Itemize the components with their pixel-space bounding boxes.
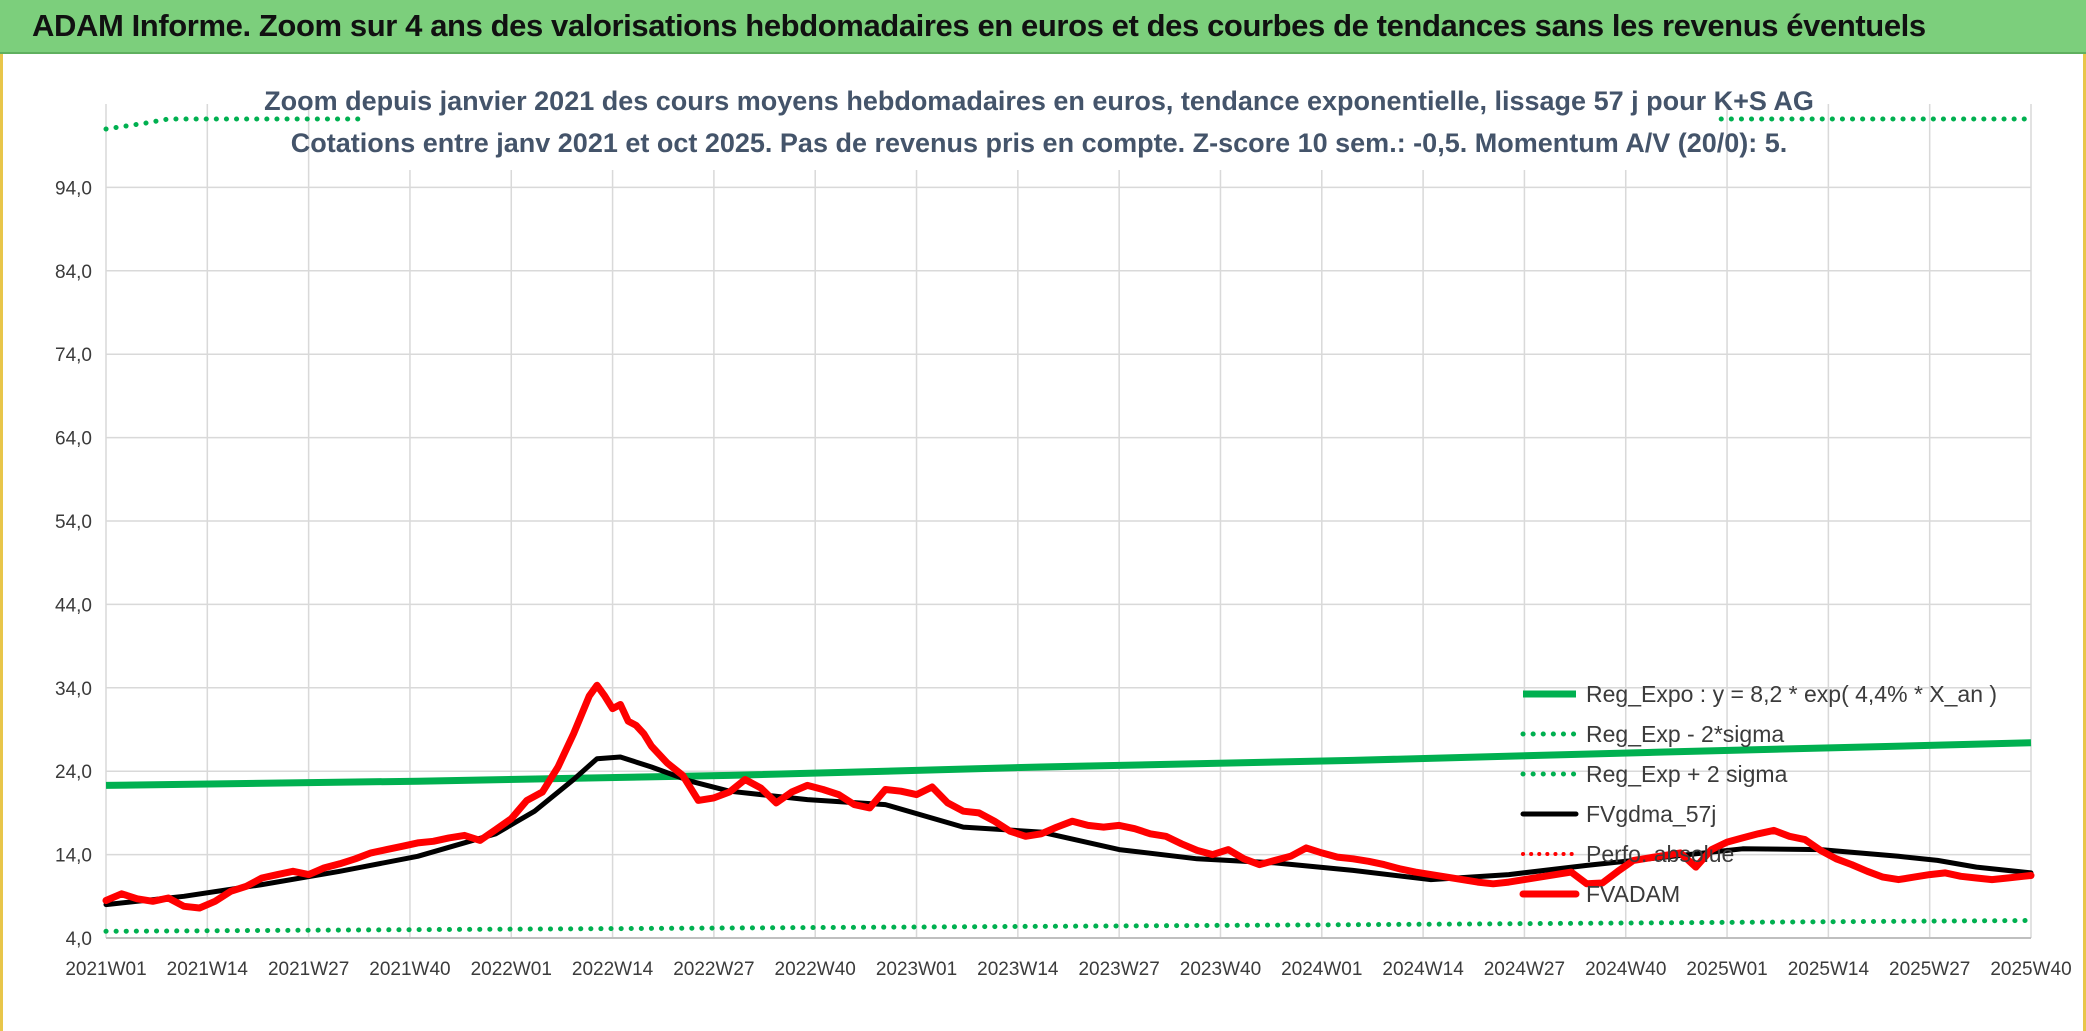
y-tick-label: 34,0 [55, 679, 92, 700]
y-tick-label: 64,0 [55, 429, 92, 450]
x-tick-label: 2021W14 [167, 959, 249, 980]
page-title: ADAM Informe. Zoom sur 4 ans des valoris… [32, 8, 1926, 43]
legend-label: FVADAM [1586, 881, 1680, 907]
fvadam-line [102, 681, 2035, 912]
x-tick-label: 2023W14 [977, 959, 1059, 980]
y-tick-label: 84,0 [55, 262, 92, 283]
x-axis-ticks: 2021W01 2021W14 2021W27 2021W40 2022W01 2022W… [65, 959, 2071, 980]
legend-label: Perfo. absolue [1586, 841, 1734, 867]
x-tick-label: 2023W01 [876, 959, 957, 980]
legend-label: Reg_Exp + 2 sigma [1586, 761, 1788, 787]
y-tick-label: 54,0 [55, 512, 92, 533]
reg-exp-plus-2sigma-line [103, 116, 2034, 132]
y-tick-label: 24,0 [55, 762, 92, 783]
legend: Reg_Expo : y = 8,2 * exp( 4,4% * X_an ) R… [1519, 681, 1997, 907]
x-tick-label: 2021W27 [268, 959, 349, 980]
chart-svg: 4,014,024,034,044,054,064,074,084,094,0 … [55, 80, 2072, 980]
y-tick-label: 74,0 [55, 345, 92, 366]
x-tick-label: 2024W01 [1281, 959, 1362, 980]
y-tick-label: 94,0 [55, 178, 92, 199]
x-tick-label: 2022W40 [775, 959, 856, 980]
reg-exp-minus-2sigma-line [103, 918, 2034, 934]
x-tick-label: 2023W27 [1078, 959, 1159, 980]
grid [105, 104, 2032, 939]
x-tick-label: 2023W40 [1180, 959, 1261, 980]
chart-subtitle: Cotations entre janv 2021 et oct 2025. P… [291, 128, 1788, 158]
legend-label: Reg_Expo : y = 8,2 * exp( 4,4% * X_an ) [1586, 681, 1997, 707]
reg-expo-line [105, 739, 2032, 789]
chart-title: Zoom depuis janvier 2021 des cours moyen… [264, 86, 1814, 116]
x-tick-label: 2022W27 [673, 959, 754, 980]
header-banner: ADAM Informe. Zoom sur 4 ans des valoris… [0, 0, 2086, 54]
x-tick-label: 2025W40 [1990, 959, 2071, 980]
series-lines [102, 116, 2035, 934]
x-tick-label: 2024W40 [1585, 959, 1666, 980]
x-tick-label: 2022W01 [471, 959, 552, 980]
x-tick-label: 2024W14 [1382, 959, 1464, 980]
y-tick-label: 14,0 [55, 846, 92, 867]
x-tick-label: 2025W01 [1686, 959, 1767, 980]
x-tick-label: 2022W14 [572, 959, 654, 980]
y-tick-label: 44,0 [55, 595, 92, 616]
legend-label: FVgdma_57j [1586, 801, 1716, 827]
x-tick-label: 2021W01 [65, 959, 146, 980]
chart-frame: 4,0 14,0 24,0 34,0 44,0 54,0 64,0 74,0 84,0 94,0 … [0, 54, 2086, 1031]
y-tick-label: 4,0 [66, 929, 92, 950]
x-tick-label: 2021W40 [369, 959, 450, 980]
x-tick-label: 2025W27 [1889, 959, 1970, 980]
x-tick-label: 2024W27 [1484, 959, 1565, 980]
subtitle-background [365, 80, 1717, 170]
x-tick-label: 2025W14 [1788, 959, 1870, 980]
legend-label: Reg_Exp - 2*sigma [1586, 721, 1784, 747]
y-axis-ticks: 4,0 14,0 24,0 34,0 44,0 54,0 64,0 74,0 84,0 94,0 [55, 178, 92, 950]
